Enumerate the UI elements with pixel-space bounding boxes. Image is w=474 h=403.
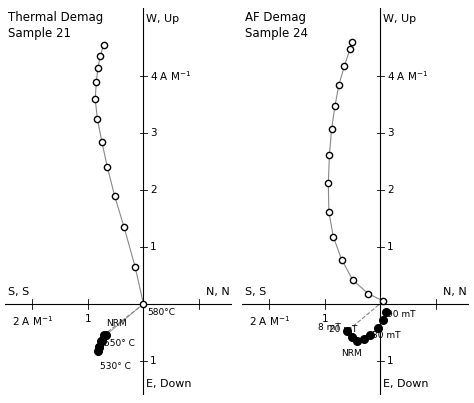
Text: N, N: N, N — [206, 287, 229, 297]
Text: S, S: S, S — [8, 287, 29, 297]
Text: 550° C: 550° C — [103, 339, 135, 348]
Text: 1: 1 — [150, 242, 157, 252]
Text: S, S: S, S — [245, 287, 266, 297]
Text: 4 A M$^{-1}$: 4 A M$^{-1}$ — [387, 69, 428, 83]
Text: 2 A M$^{-1}$: 2 A M$^{-1}$ — [249, 314, 290, 328]
Text: 20 mT: 20 mT — [329, 325, 357, 334]
Text: 1: 1 — [150, 356, 157, 366]
Text: 2: 2 — [387, 185, 394, 195]
Text: 580°C: 580°C — [147, 308, 175, 318]
Text: E, Down: E, Down — [383, 379, 429, 389]
Text: 1: 1 — [387, 242, 394, 252]
Text: AF Demag
Sample 24: AF Demag Sample 24 — [245, 11, 308, 40]
Text: 2: 2 — [150, 185, 157, 195]
Text: 530° C: 530° C — [100, 362, 131, 371]
Text: 1: 1 — [85, 314, 91, 324]
Text: 8 mT: 8 mT — [318, 323, 340, 332]
Text: W, Up: W, Up — [146, 14, 179, 24]
Text: 4 A M$^{-1}$: 4 A M$^{-1}$ — [150, 69, 191, 83]
Text: E, Down: E, Down — [146, 379, 192, 389]
Text: NRM: NRM — [106, 319, 127, 328]
Text: 3: 3 — [150, 128, 157, 138]
Text: 1: 1 — [322, 314, 328, 324]
Text: NRM: NRM — [341, 349, 362, 358]
Text: 90 mT: 90 mT — [387, 310, 416, 319]
Text: Thermal Demag
Sample 21: Thermal Demag Sample 21 — [8, 11, 103, 40]
Text: W, Up: W, Up — [383, 14, 416, 24]
Text: 3: 3 — [387, 128, 394, 138]
Text: 30 mT: 30 mT — [372, 331, 401, 340]
Text: N, N: N, N — [443, 287, 466, 297]
Text: 2 A M$^{-1}$: 2 A M$^{-1}$ — [12, 314, 53, 328]
Text: 1: 1 — [387, 356, 394, 366]
